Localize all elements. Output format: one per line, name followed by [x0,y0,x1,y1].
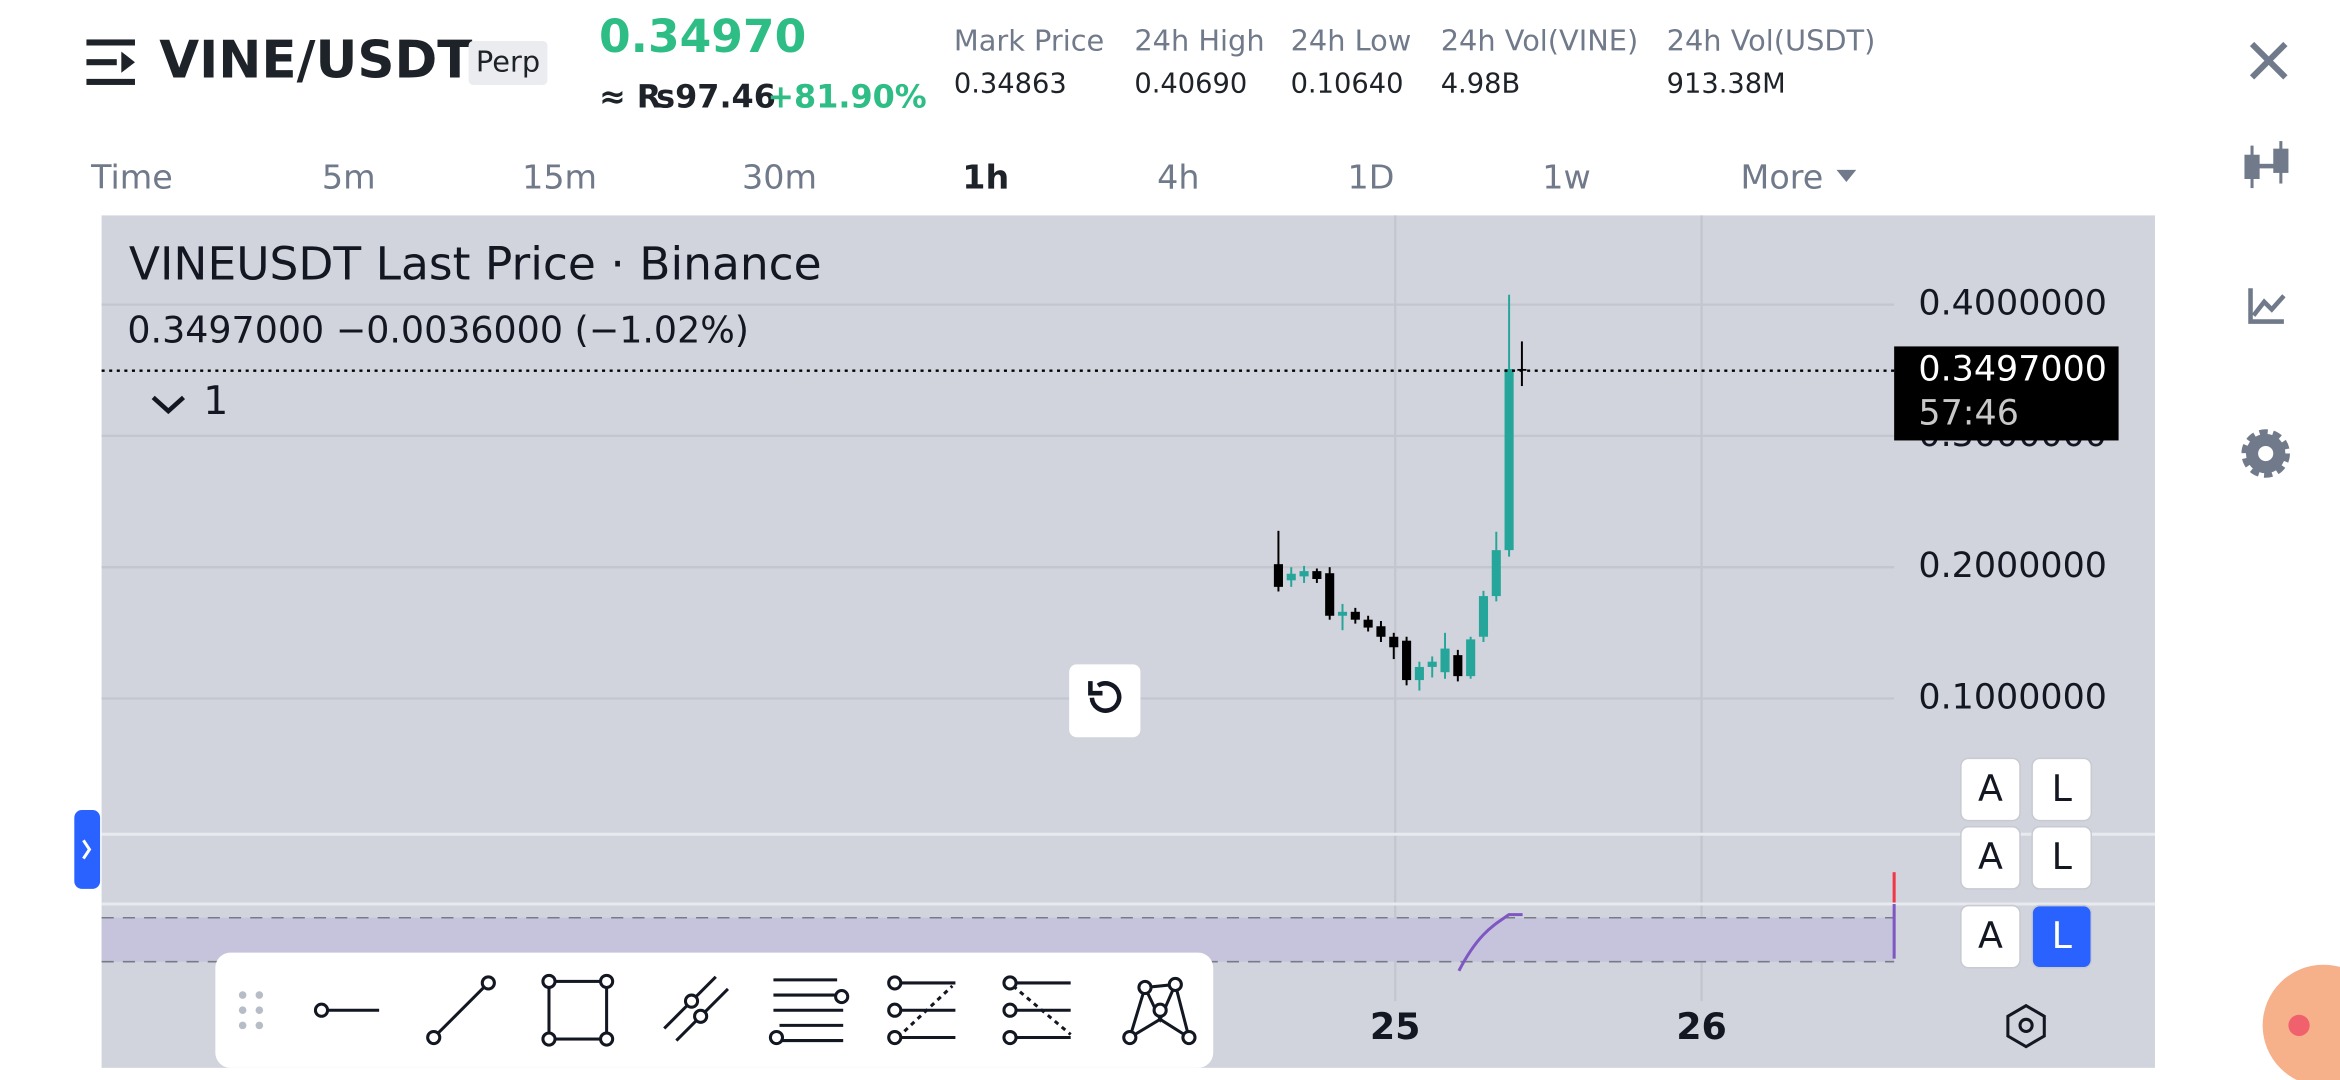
collapse-icon[interactable] [151,395,186,415]
scale-button[interactable] [1960,904,2021,969]
scale-button[interactable] [1960,757,2021,822]
scale-button-label: A [1978,767,2003,810]
local-price: ≈ ₨97.46 [599,78,776,116]
candle-body [1478,596,1489,637]
reset-button[interactable] [1069,664,1141,738]
scale-button-label: L [2052,835,2073,878]
scale-button[interactable] [2031,757,2093,822]
badge: Perp [476,45,540,79]
rsi-curve [1457,913,1523,972]
candle-body [1337,611,1348,616]
tool-fib-time[interactable] [1002,975,1072,1046]
price: 0.34970 [599,10,806,63]
candle-body [1427,661,1437,667]
indicator-icon[interactable] [2248,288,2286,324]
menu-icon[interactable] [86,39,135,85]
timeframe-tab[interactable]: More [1741,157,1824,196]
candle-body [1466,639,1476,677]
side-tab-icon [82,839,92,860]
tool-rect[interactable] [541,973,615,1047]
tool-channel[interactable] [663,975,730,1042]
scale-button[interactable] [1960,825,2021,890]
candle-body [1312,571,1322,580]
tool-fib-ext[interactable] [887,975,956,1046]
timeframe-tab[interactable]: 4h [1157,157,1199,196]
y-tick-label: 0.1000000 [1918,677,2107,717]
ohlc: 0.3497000 −0.0036000 (−1.02%) [127,309,749,352]
y-tick-label: 0.4000000 [1918,284,2107,324]
tool-fib[interactable] [768,978,850,1046]
floating-dot [2288,1014,2310,1037]
scale-button[interactable] [2031,904,2093,969]
tool-hline[interactable] [313,1002,380,1018]
candle-body [1273,564,1283,587]
candle-body [1504,368,1514,551]
candle-body [1299,571,1309,577]
stat-value: 0.10640 [1291,68,1404,99]
timeframe-tab[interactable]: 15m [522,157,597,196]
pair: VINE/USDT [159,31,472,91]
timeframe-tab[interactable]: 30m [742,157,817,196]
x-tick-label: 25 [1370,1005,1421,1048]
timeframe-tab[interactable]: 5m [322,157,376,196]
reset-icon [1089,681,1122,713]
x-tick-label: 26 [1676,1005,1727,1048]
countdown: 57:46 [1918,394,2019,434]
change: +81.90% [767,78,926,116]
stat-value: 0.34863 [954,68,1067,99]
candle-body [1440,648,1450,673]
stat-value: 0.40690 [1134,68,1247,99]
y-tick-label: 0.2000000 [1918,546,2107,586]
side-tab[interactable] [74,810,101,889]
more-caret [1836,169,1857,183]
tool-pattern[interactable] [1122,976,1197,1046]
candle-body [1350,611,1360,620]
settings-icon[interactable] [2241,429,2290,478]
settings-hex-dot [2018,1017,2034,1033]
candle-body [1376,626,1386,637]
scale-button-label: L [2052,767,2073,810]
timeframe-tab[interactable]: 1D [1347,157,1394,196]
badge-bg [468,40,548,85]
candle-body [1453,655,1463,677]
indicator-count: 1 [203,378,228,424]
scale-button-label: A [1978,914,2003,957]
candle-body [1325,573,1335,616]
tool-trend[interactable] [426,975,496,1046]
chart-title: VINEUSDT Last Price · Binance [129,237,822,290]
stat-label: 24h Low [1291,23,1412,57]
stat-value: 4.98B [1441,68,1521,99]
settings-hex[interactable] [2006,1003,2046,1049]
candle-icon[interactable] [2244,141,2289,189]
candle-body [1363,619,1373,628]
timeframe-tab[interactable]: Time [90,157,173,196]
stat-value: 913.38M [1667,68,1786,99]
scale-button-label: L [2052,914,2073,957]
close-button[interactable] [2249,41,2288,80]
scale-button-label: A [1978,835,2003,878]
stat-label: Mark Price [954,23,1104,57]
candle-body [1402,640,1412,681]
scale-button[interactable] [2031,825,2093,890]
last-price-box [1894,346,2119,441]
candle-body [1286,573,1296,581]
drawing-toolbar [215,952,1214,1068]
stat-label: 24h High [1134,23,1264,57]
stat-label: 24h Vol(USDT) [1667,23,1876,57]
stat-label: 24h Vol(VINE) [1441,23,1639,57]
timeframe-tab[interactable]: 1h [962,157,1009,196]
candle-body [1389,636,1399,648]
reset-arrow [1088,681,1103,696]
candle-body [1491,550,1501,597]
last-price-label: 0.3497000 [1918,350,2107,390]
timeframe-tab[interactable]: 1w [1542,157,1591,196]
candle-body [1414,666,1424,681]
